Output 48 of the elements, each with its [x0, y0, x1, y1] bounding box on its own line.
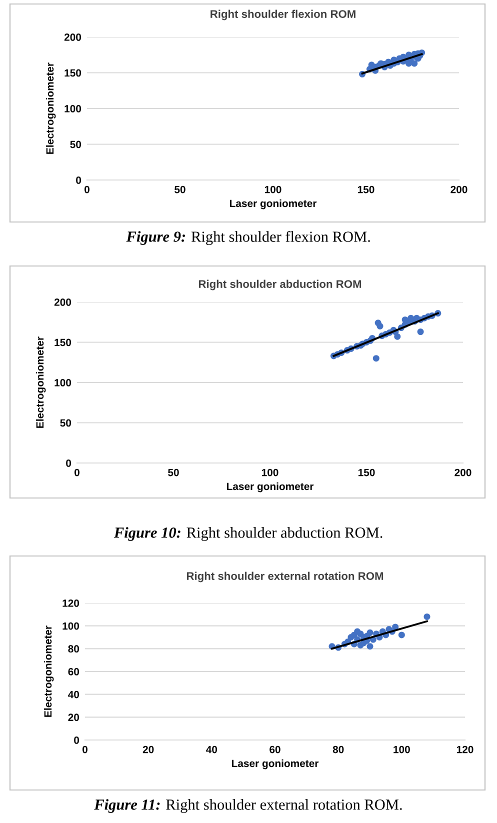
text: Right shoulder abduction ROM.: [186, 527, 382, 541]
y-tick-label: 150: [64, 69, 82, 77]
x-tick-label: 20: [142, 746, 154, 754]
y-tick-label: 20: [68, 714, 80, 722]
x-tick-label: 200: [454, 468, 472, 476]
x-axis-title: Laser goniometer: [226, 482, 314, 492]
x-tick-label: 60: [270, 746, 280, 754]
y-tick-label: 200: [64, 34, 82, 41]
y-tick-label: 0: [76, 176, 82, 184]
x-axis-title: Laser goniometer: [230, 199, 317, 210]
caption: Figure 9:: [126, 231, 186, 245]
x-axis-title: Laser goniometer: [232, 759, 319, 770]
x-tick-label: 50: [174, 186, 186, 194]
y-tick-label: 120: [62, 600, 80, 607]
x-tick-label: 100: [394, 746, 410, 754]
y-tick-label: 100: [62, 622, 80, 630]
x-tick-label: 0: [84, 186, 90, 194]
x-tick-label: 0: [82, 746, 88, 754]
x-tick-label: 50: [168, 468, 179, 476]
x-tick-label: 100: [264, 186, 282, 194]
x-tick-label: 150: [358, 186, 374, 194]
y-tick-label: 100: [54, 379, 72, 386]
y-tick-label: 40: [68, 690, 80, 698]
y-tick-label: 100: [64, 105, 82, 112]
text: Right shoulder external rotation ROM.: [166, 799, 402, 813]
chart-title: Right shoulder flexion ROM: [210, 10, 356, 20]
y-tick-label: 50: [60, 419, 72, 427]
y-tick-label: 200: [54, 298, 72, 306]
x-tick-label: 200: [450, 186, 468, 194]
y-tick-label: 0: [66, 460, 72, 467]
x-tick-label: 80: [332, 746, 344, 754]
chart-title: Right shoulder abduction ROM: [198, 280, 362, 290]
y-tick-label: 50: [70, 140, 82, 148]
y-axis-title: Electrogoniometer: [46, 62, 56, 154]
caption: Figure 11:: [94, 799, 160, 813]
x-tick-label: 120: [456, 746, 474, 754]
x-tick-label: 150: [358, 468, 375, 476]
y-tick-label: 0: [74, 736, 80, 744]
x-tick-label: 40: [206, 746, 218, 754]
y-tick-label: 150: [54, 338, 72, 346]
chart-title: Right shoulder external rotation ROM: [186, 572, 384, 582]
y-axis-title: Electrogoniometer: [44, 626, 54, 717]
caption: Figure 10:: [114, 527, 180, 541]
text: Right shoulder flexion ROM.: [191, 230, 370, 246]
y-axis-title: Electrogoniometer: [36, 336, 46, 428]
y-tick-label: 60: [68, 668, 80, 676]
y-tick-label: 80: [68, 645, 80, 653]
x-tick-label: 100: [262, 468, 278, 476]
